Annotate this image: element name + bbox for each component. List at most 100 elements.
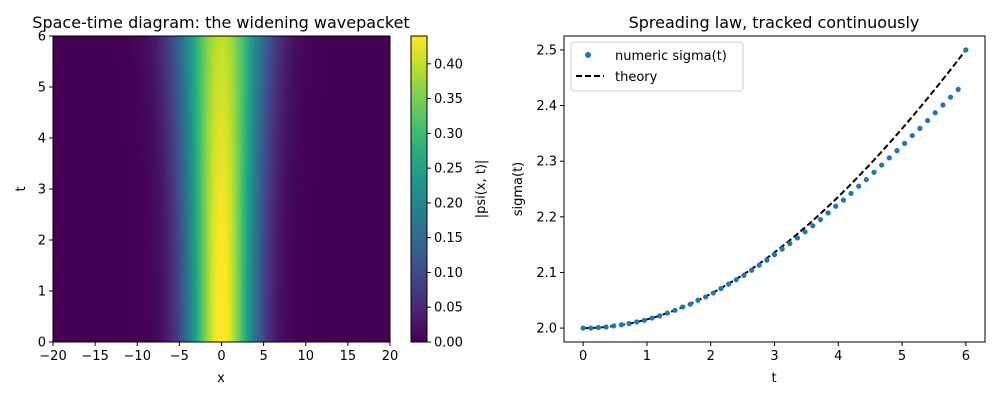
heatmap-cell bbox=[175, 61, 178, 75]
heatmap-cell bbox=[238, 303, 241, 317]
heatmap-cell bbox=[93, 252, 96, 266]
heatmap-cell bbox=[242, 150, 246, 164]
heatmap-cell bbox=[111, 163, 115, 177]
heatmap-cell bbox=[223, 303, 227, 317]
heatmap-cell bbox=[204, 291, 208, 305]
heatmap-cell bbox=[109, 227, 113, 241]
heatmap-cell bbox=[137, 87, 140, 101]
heatmap-cell bbox=[137, 99, 140, 113]
heatmap-cell bbox=[65, 265, 69, 279]
heatmap-cell bbox=[111, 240, 115, 254]
heatmap-cell bbox=[103, 291, 107, 305]
heatmap-cell bbox=[286, 99, 290, 113]
heatmap-cell bbox=[335, 138, 338, 152]
heatmap-cell bbox=[362, 99, 366, 113]
heatmap-cell bbox=[78, 138, 81, 152]
heatmap-cell bbox=[128, 61, 132, 75]
heatmap-cell bbox=[335, 150, 338, 164]
heatmap-cell bbox=[261, 303, 265, 317]
heatmap-cell bbox=[69, 163, 73, 177]
heatmap-cell bbox=[213, 138, 216, 152]
heatmap-cell bbox=[111, 176, 115, 190]
heatmap-cell bbox=[316, 99, 319, 113]
heatmap-cell bbox=[225, 316, 229, 330]
heatmap-cell bbox=[164, 112, 168, 126]
heatmap-cell bbox=[379, 316, 382, 330]
heatmap-cell bbox=[160, 316, 163, 330]
heatmap-cell bbox=[145, 48, 149, 62]
heatmap-cell bbox=[360, 316, 364, 330]
heatmap-cell bbox=[183, 48, 187, 62]
heatmap-cell bbox=[166, 278, 170, 292]
heatmap-cell bbox=[185, 278, 189, 292]
heatmap-cell bbox=[286, 201, 290, 215]
heatmap-cell bbox=[109, 303, 113, 317]
heatmap-cell bbox=[297, 176, 300, 190]
heatmap-cell bbox=[347, 36, 351, 50]
colorbar-tick-label: 0.35 bbox=[434, 92, 463, 107]
heatmap-cell bbox=[305, 112, 309, 126]
heatmap-cell bbox=[206, 87, 210, 101]
heatmap-cell bbox=[278, 303, 281, 317]
heatmap-cell bbox=[194, 48, 197, 62]
heatmap-cell bbox=[377, 125, 380, 139]
heatmap-cell bbox=[162, 265, 166, 279]
heatmap-cell bbox=[265, 329, 269, 343]
heatmap-cell bbox=[238, 125, 241, 139]
heatmap-cell bbox=[170, 303, 174, 317]
heatmap-cell bbox=[204, 74, 208, 88]
heatmap-cell bbox=[318, 112, 321, 126]
heatmap-cell bbox=[192, 265, 195, 279]
heatmap-cell bbox=[135, 189, 138, 203]
heatmap-cell bbox=[267, 61, 271, 75]
heatmap-cell bbox=[149, 291, 153, 305]
heatmap-cell bbox=[168, 278, 172, 292]
heatmap-cell bbox=[164, 252, 168, 266]
heatmap-cell bbox=[149, 214, 153, 228]
heatmap-cell bbox=[341, 240, 345, 254]
heatmap-cell bbox=[385, 74, 389, 88]
heatmap-cell bbox=[74, 265, 77, 279]
line-y-tick-label: 2.4 bbox=[536, 99, 557, 114]
heatmap-cell bbox=[335, 291, 338, 305]
heatmap-cell bbox=[320, 112, 323, 126]
heatmap-cell bbox=[213, 278, 216, 292]
heatmap-cell bbox=[368, 214, 372, 228]
heatmap-cell bbox=[133, 138, 136, 152]
heatmap-cell bbox=[331, 189, 334, 203]
heatmap-cell bbox=[185, 74, 189, 88]
heatmap-cell bbox=[299, 61, 302, 75]
heatmap-cell bbox=[69, 316, 73, 330]
heatmap-cell bbox=[358, 189, 361, 203]
heatmap-cell bbox=[293, 329, 296, 343]
heatmap-cell bbox=[53, 240, 56, 254]
heatmap-cell bbox=[168, 74, 172, 88]
heatmap-cell bbox=[333, 112, 336, 126]
heatmap-cell bbox=[69, 125, 73, 139]
heatmap-cell bbox=[246, 150, 250, 164]
heatmap-cell bbox=[219, 240, 222, 254]
heatmap-cell bbox=[133, 227, 136, 241]
heatmap-cell bbox=[109, 240, 113, 254]
heatmap-cell bbox=[324, 201, 328, 215]
heatmap-cell bbox=[331, 316, 334, 330]
heatmap-cell bbox=[269, 189, 273, 203]
numeric-sigma-point bbox=[634, 319, 640, 325]
heatmap-cell bbox=[86, 163, 90, 177]
heatmap-cell bbox=[349, 265, 353, 279]
heatmap-cell bbox=[276, 112, 279, 126]
heatmap-cell bbox=[69, 329, 73, 343]
heatmap-cell bbox=[139, 265, 142, 279]
heatmap-cell bbox=[383, 265, 387, 279]
heatmap-cell bbox=[90, 214, 94, 228]
heatmap-cell bbox=[137, 240, 140, 254]
heatmap-cell bbox=[373, 176, 376, 190]
heatmap-cell bbox=[354, 201, 357, 215]
heatmap-cell bbox=[189, 240, 193, 254]
heatmap-cell bbox=[280, 316, 283, 330]
heatmap-cell bbox=[63, 150, 67, 164]
heatmap-cell bbox=[284, 189, 288, 203]
heatmap-cell bbox=[55, 214, 58, 228]
heatmap-cell bbox=[139, 240, 142, 254]
heatmap-cell bbox=[320, 329, 323, 343]
